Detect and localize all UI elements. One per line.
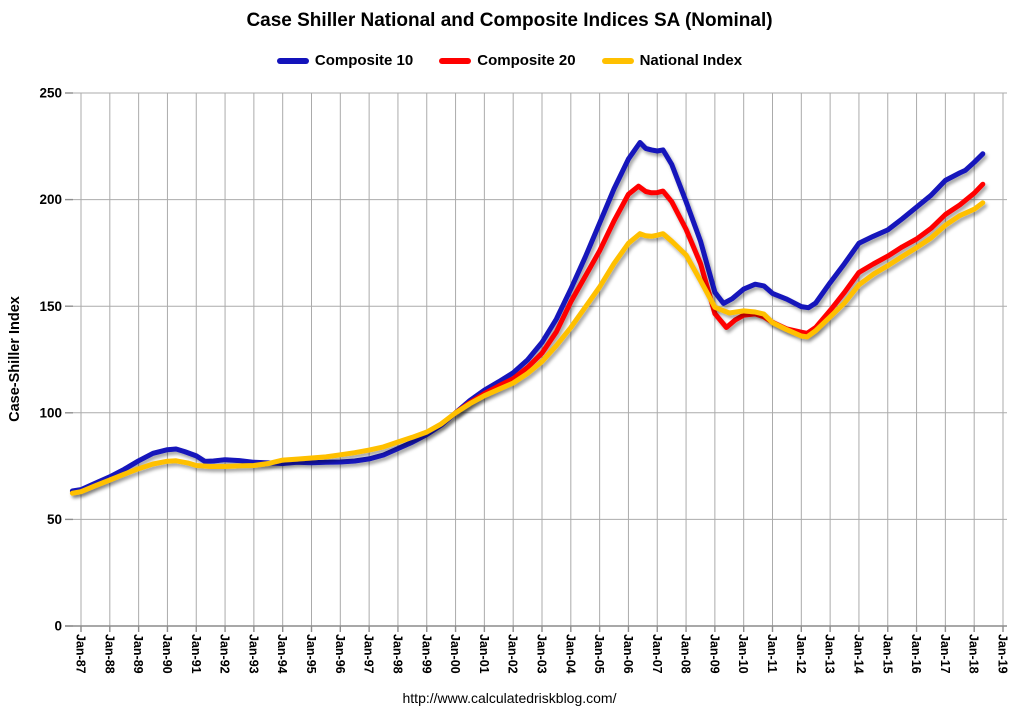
x-tick-label: Jan-99: [419, 634, 433, 674]
x-tick-label: Jan-93: [246, 634, 260, 674]
x-tick-label: Jan-95: [304, 634, 318, 674]
y-tick-label: 100: [39, 405, 62, 420]
x-tick-label: Jan-12: [794, 634, 808, 674]
series-line-composite-10: [69, 140, 986, 494]
x-tick-label: Jan-87: [74, 634, 88, 674]
x-tick-label: Jan-88: [102, 634, 116, 674]
legend-swatch-national-index: [601, 57, 634, 64]
legend-item-composite-20: Composite 20: [439, 52, 576, 69]
series-lines: [69, 140, 986, 496]
chart-legend: Composite 10 Composite 20 National Index: [0, 52, 1019, 69]
x-tick-label: Jan-08: [679, 634, 693, 674]
y-tick-label: 250: [39, 86, 62, 101]
series-line-national-index: [69, 200, 986, 496]
y-tick-label: 50: [47, 512, 62, 527]
legend-item-national-index: National Index: [601, 52, 743, 69]
y-axis-title: Case-Shiller Index: [7, 296, 23, 422]
x-tick-label: Jan-09: [707, 634, 721, 674]
legend-label-national-index: National Index: [639, 52, 743, 69]
legend-label-composite-20: Composite 20: [477, 52, 576, 69]
x-tick-label: Jan-90: [160, 634, 174, 674]
x-tick-label: Jan-97: [362, 634, 376, 674]
x-tick-label: Jan-07: [650, 634, 664, 674]
legend-item-composite-10: Composite 10: [276, 52, 414, 69]
x-tick-label: Jan-96: [333, 634, 347, 674]
x-tick-label: Jan-03: [535, 634, 549, 674]
x-tick-label: Jan-89: [131, 634, 145, 674]
axis-tick-labels: 0 50 100 150 200 250 Jan-87 Jan-88 Jan-89 Jan-90 J…: [39, 86, 1009, 674]
x-tick-label: Jan-13: [823, 634, 837, 674]
chart-title: Case Shiller National and Composite Indi…: [246, 10, 773, 31]
axis-ticks: [65, 92, 1007, 632]
legend-swatch-composite-10: [276, 57, 309, 64]
y-tick-label: 0: [54, 619, 62, 634]
x-tick-label: Jan-05: [592, 634, 606, 674]
x-tick-label: Jan-04: [563, 634, 577, 674]
x-tick-label: Jan-02: [506, 634, 520, 674]
x-tick-label: Jan-92: [218, 634, 232, 674]
x-tick-label: Jan-06: [621, 634, 635, 674]
y-tick-label: 150: [39, 299, 62, 314]
x-tick-label: Jan-11: [765, 634, 779, 673]
x-tick-label: Jan-00: [448, 634, 462, 674]
legend-swatch-composite-20: [439, 57, 472, 64]
x-tick-label: Jan-91: [189, 634, 203, 674]
x-tick-label: Jan-15: [880, 634, 894, 674]
gridlines: [73, 92, 1007, 627]
x-tick-label: Jan-98: [390, 634, 404, 674]
x-tick-label: Jan-17: [938, 634, 952, 674]
x-tick-label: Jan-16: [909, 634, 923, 674]
y-tick-label: 200: [39, 192, 62, 207]
source-url: http://www.calculatedriskblog.com/: [402, 690, 617, 706]
x-tick-label: Jan-19: [996, 634, 1010, 674]
x-tick-label: Jan-94: [275, 634, 289, 674]
x-tick-label: Jan-14: [851, 634, 865, 674]
x-tick-label: Jan-18: [967, 634, 981, 674]
series-line-composite-20: [453, 181, 986, 416]
x-tick-label: Jan-01: [477, 634, 491, 674]
legend-label-composite-10: Composite 10: [314, 52, 414, 69]
x-tick-label: Jan-10: [736, 634, 750, 674]
